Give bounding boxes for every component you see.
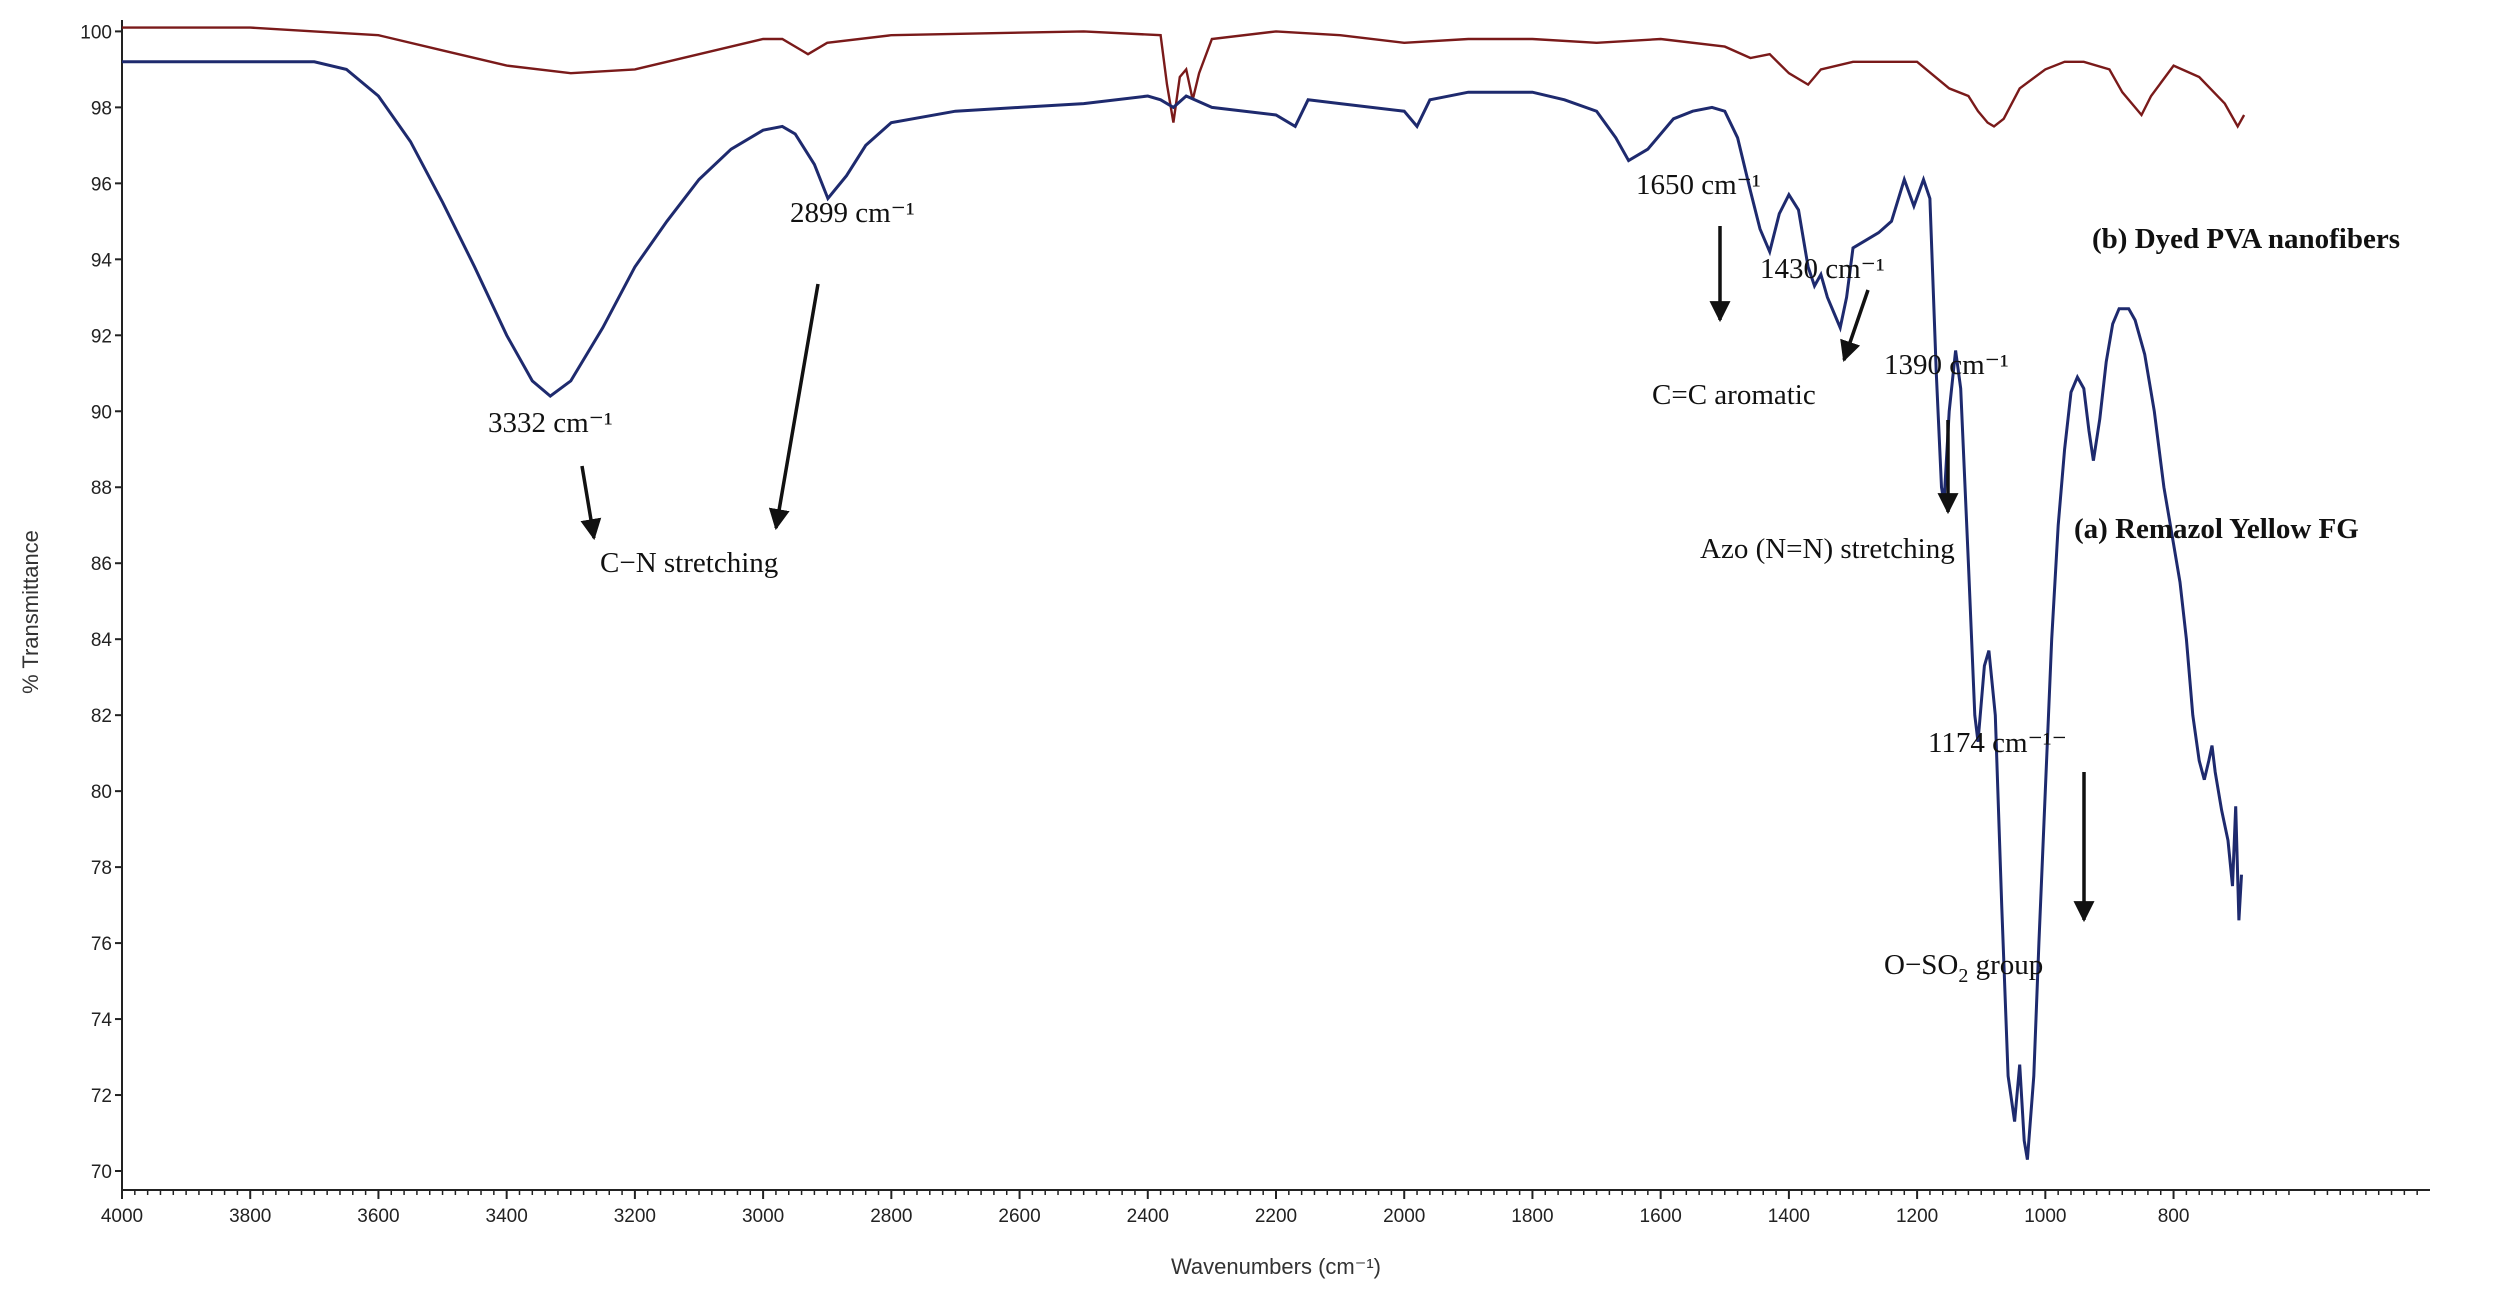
series-dyed-pva-line (122, 26, 2246, 129)
y-tick-label: 78 (91, 858, 112, 879)
y-ticks: 70 72 74 76 78 80 82 84 86 88 90 92 94 96 98 100 (80, 22, 122, 1183)
peak-1430-label: 1430 cm⁻¹ (1760, 253, 1885, 285)
x-tick-label: 1400 (1768, 1206, 1810, 1227)
series-remazol-yellow-line (122, 60, 2243, 1160)
oso2-prefix: O−SO (1884, 949, 1958, 981)
cc-aromatic-label: C=C aromatic (1652, 379, 1816, 411)
x-tick-label: 3400 (486, 1206, 528, 1227)
azo-stretching-label: Azo (N=N) stretching (1700, 533, 1955, 565)
y-tick-label: 86 (91, 554, 112, 575)
x-tick-label: 2800 (870, 1206, 912, 1227)
x-tick-label: 3000 (742, 1206, 784, 1227)
x-tick-label: 3800 (229, 1206, 271, 1227)
y-tick-label: 76 (91, 934, 112, 955)
x-tick-label: 2200 (1255, 1206, 1297, 1227)
arrow-2899 (768, 283, 820, 531)
y-tick-label: 84 (91, 630, 113, 651)
series-b-label: (b) Dyed PVA nanofibers (2092, 223, 2400, 255)
y-tick-label: 92 (91, 326, 112, 347)
y-tick-label: 80 (91, 782, 112, 803)
x-minor-ticks (134, 1190, 2418, 1195)
y-tick-label: 98 (91, 98, 112, 119)
oso2-subscript: 2 (1958, 965, 1968, 987)
x-tick-label: 1200 (1896, 1206, 1938, 1227)
x-tick-label: 2600 (998, 1206, 1040, 1227)
peak-1650-label: 1650 cm⁻¹ (1636, 169, 1761, 201)
x-tick-label: 1600 (1640, 1206, 1682, 1227)
y-tick-label: 82 (91, 706, 112, 727)
x-tick-label: 2400 (1127, 1206, 1169, 1227)
x-tick-label: 1000 (2024, 1206, 2066, 1227)
x-tick-label: 800 (2158, 1206, 2190, 1227)
x-tick-label: 3200 (614, 1206, 656, 1227)
series-a-label: (a) Remazol Yellow FG (2074, 513, 2359, 545)
y-tick-label: 94 (91, 250, 113, 271)
x-ticks: 4000 3800 3600 3400 3200 3000 2800 2600 2400 2200… (101, 1190, 2190, 1227)
x-tick-label: 3600 (357, 1206, 399, 1227)
y-tick-label: 96 (91, 174, 112, 195)
cn-stretching-label: C−N stretching (600, 547, 778, 579)
y-tick-label: 74 (91, 1010, 113, 1031)
y-tick-label: 88 (91, 478, 112, 499)
oso2-suffix: group (1968, 949, 2043, 981)
y-axis-title: % Transmittance (18, 530, 43, 694)
arrow-3332 (580, 465, 602, 541)
oso2-group-label: O−SO2 group (1884, 949, 2043, 987)
y-tick-label: 70 (91, 1162, 112, 1183)
x-tick-label: 2000 (1383, 1206, 1425, 1227)
peak-3332-label: 3332 cm⁻¹ (488, 407, 613, 439)
y-tick-label: 90 (91, 402, 112, 423)
peak-1174-label: 1174 cm⁻¹⁻ (1928, 727, 2067, 759)
peak-2899-label: 2899 cm⁻¹ (790, 197, 915, 229)
x-tick-label: 4000 (101, 1206, 143, 1227)
peak-1390-label: 1390 cm⁻¹ (1884, 349, 2009, 381)
y-tick-label: 72 (91, 1086, 112, 1107)
x-axis-title: Wavenumbers (cm⁻¹) (1171, 1254, 1381, 1279)
y-tick-label: 100 (80, 22, 112, 43)
x-tick-label: 1800 (1511, 1206, 1553, 1227)
arrow-1430 (1840, 289, 1870, 362)
